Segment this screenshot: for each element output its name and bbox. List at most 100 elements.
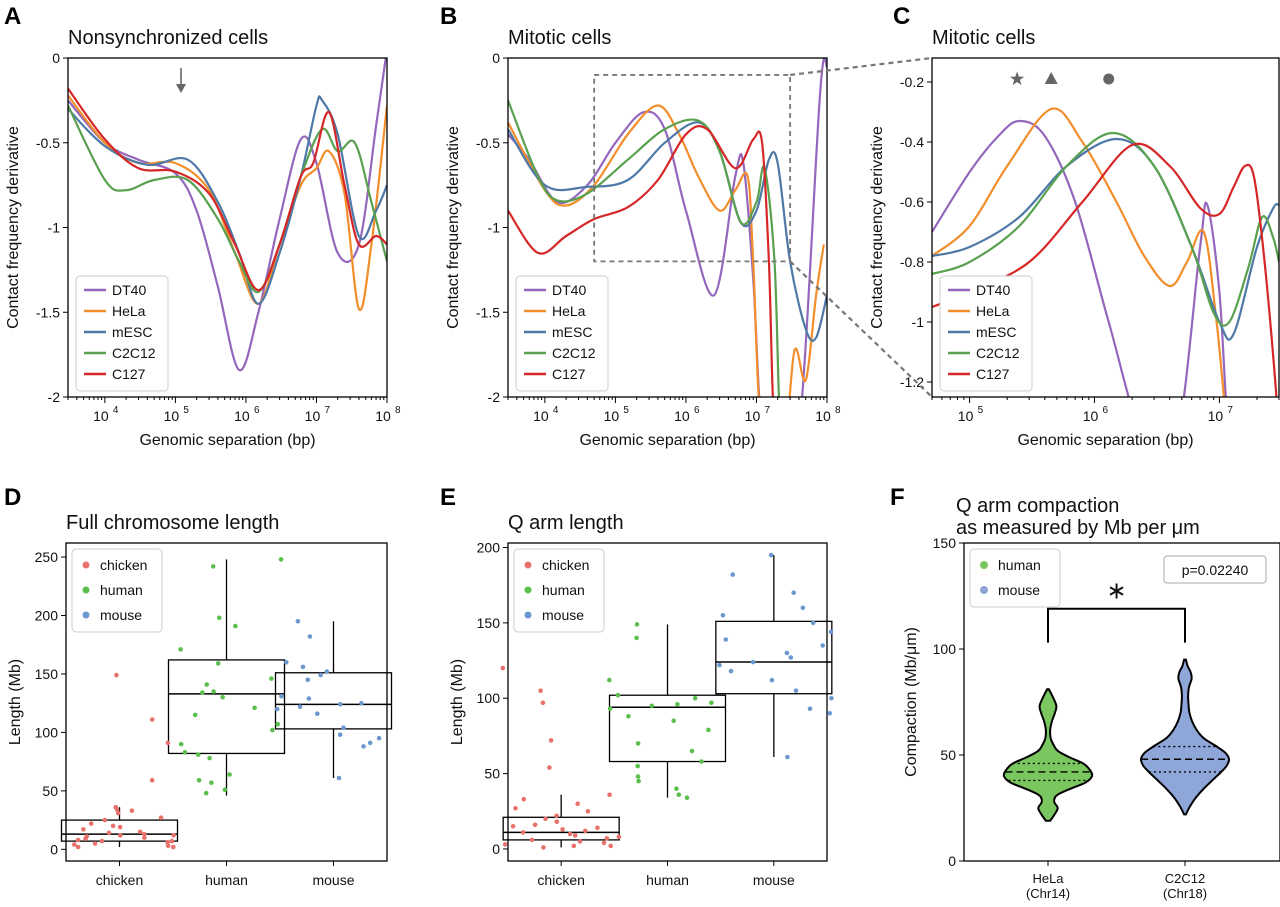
data-point-chicken (92, 841, 98, 846)
data-point-human (200, 690, 205, 695)
y-tick-label: 50 (484, 766, 500, 782)
legend-label: mouse (542, 607, 584, 623)
panel-letter: B (440, 3, 457, 30)
p-value-label: p=0.02240 (1182, 562, 1249, 578)
x-tick-exponent: 6 (694, 405, 700, 416)
y-tick-label: -1.5 (476, 304, 500, 320)
x-tick-label: 10 (164, 408, 180, 424)
y-tick-label: -1.2 (900, 374, 924, 390)
series-line-c2c12 (508, 99, 780, 397)
data-point-human (706, 727, 711, 733)
data-point-human (178, 647, 183, 652)
data-point-mouse (274, 706, 280, 712)
data-point-mouse (284, 660, 289, 665)
data-point-human (215, 661, 221, 666)
x-tick-label: mouse (753, 872, 795, 888)
panel-letter: E (440, 484, 456, 511)
data-point-mouse (785, 754, 790, 760)
series-line-c127 (508, 124, 774, 397)
y-tick-label: 50 (940, 747, 956, 763)
data-point-mouse (307, 634, 313, 639)
data-point-human (649, 703, 655, 709)
data-point-human (182, 750, 188, 755)
data-point-chicken (541, 845, 546, 850)
data-point-chicken (165, 843, 171, 849)
inset-box (593, 74, 792, 263)
data-point-mouse (820, 643, 825, 648)
data-point-mouse (807, 706, 813, 712)
x-tick-label: 10 (305, 408, 321, 424)
data-point-human (635, 741, 641, 746)
data-point-human (699, 759, 704, 764)
data-point-human (689, 748, 695, 754)
data-point-chicken (540, 700, 546, 706)
y-tick-label: -0.5 (476, 135, 500, 151)
box-human (167, 659, 286, 755)
significance-bracket (1047, 607, 1186, 643)
data-point-chicken (521, 796, 527, 802)
legend-label: mouse (998, 582, 1040, 598)
x-tick-exponent: 6 (254, 405, 260, 416)
x-tick-label: (Chr14) (1026, 886, 1070, 901)
p-value-box (1163, 555, 1267, 584)
data-point-mouse (338, 702, 343, 707)
zoom-connector (789, 260, 933, 398)
y-tick-label: 100 (477, 690, 501, 706)
data-point-chicken (106, 830, 112, 836)
legend-box (71, 548, 163, 633)
data-point-chicken (165, 740, 171, 746)
legend-label: C127 (552, 366, 586, 382)
legend-label: human (542, 582, 585, 598)
data-point-chicken (165, 840, 170, 845)
data-point-human (178, 741, 184, 747)
data-point-human (674, 786, 679, 791)
legend-label: DT40 (976, 282, 1010, 298)
legend-label: HeLa (552, 303, 586, 319)
data-point-chicken (142, 835, 147, 840)
y-tick-label: 0 (50, 841, 58, 857)
x-tick-label: 10 (93, 408, 109, 424)
significance-star: ∗ (1106, 578, 1126, 605)
data-point-chicken (75, 837, 81, 843)
violin-1 (1139, 658, 1231, 816)
data-point-chicken (572, 833, 578, 838)
box-mouse (274, 672, 393, 730)
data-point-human (709, 700, 714, 706)
data-point-chicken (171, 844, 176, 850)
x-tick-label: (Chr18) (1163, 886, 1207, 901)
legend-label: C127 (112, 366, 146, 382)
legend-label: C2C12 (976, 345, 1020, 361)
data-point-mouse (793, 688, 799, 693)
y-tick-label: 200 (35, 607, 59, 623)
data-point-chicken (99, 838, 105, 844)
legend-label: chicken (100, 557, 147, 573)
y-axis-label: Length (Mb) (449, 659, 466, 745)
data-point-mouse (341, 725, 346, 730)
series-line-dt40 (68, 58, 387, 372)
data-point-mouse (800, 605, 806, 611)
legend-label: human (100, 582, 143, 598)
series-line-c2c12 (68, 105, 387, 294)
y-tick-label: 150 (477, 615, 501, 631)
data-point-chicken (83, 836, 88, 842)
y-tick-label: 0 (492, 841, 500, 857)
y-tick-label: 150 (933, 535, 957, 551)
data-point-chicken (510, 824, 516, 829)
x-tick-label: 10 (375, 408, 391, 424)
x-tick-exponent: 7 (764, 405, 770, 416)
data-point-chicken (607, 792, 612, 797)
data-point-chicken (169, 838, 175, 844)
data-point-human (278, 557, 284, 562)
x-axis-label: Genomic separation (bp) (139, 432, 315, 449)
y-tick-label: -0.8 (900, 254, 924, 270)
data-point-mouse (361, 744, 366, 749)
y-axis-label: Contact frequency derivative (5, 126, 22, 329)
series-line-c2c12 (932, 131, 1279, 327)
triangle-marker (1044, 72, 1058, 84)
data-point-chicken (129, 808, 135, 813)
series-line-c127 (68, 87, 387, 292)
circle-marker (1103, 73, 1115, 85)
series-line-hela (508, 104, 825, 397)
data-point-human (635, 763, 640, 769)
x-tick-label: human (205, 872, 248, 888)
